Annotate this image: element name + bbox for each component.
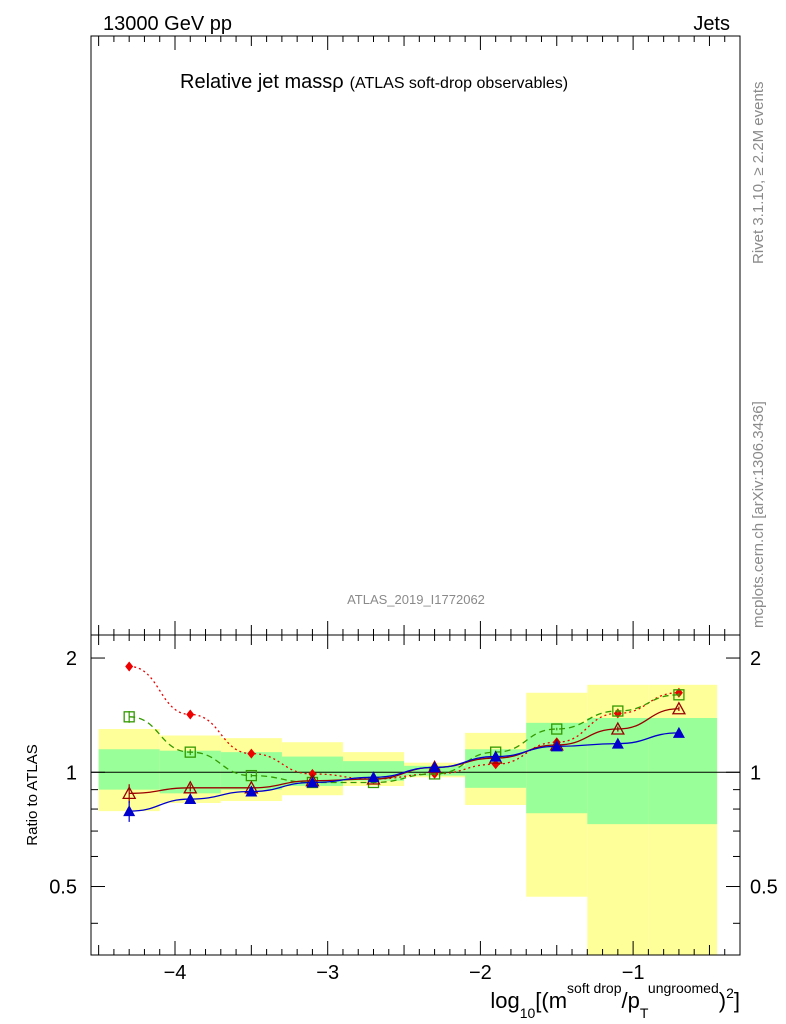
y-tick-label-left: 1: [66, 762, 77, 784]
analysis-id: ATLAS_2019_I1772062: [347, 592, 485, 607]
main-subtitle: (ATLAS soft-drop observables): [350, 75, 568, 92]
x-tick-label: −1: [622, 962, 645, 984]
xlabel-sub-T: T: [640, 1005, 649, 1021]
mc-series: [122, 661, 687, 822]
series-2-point-1: [183, 780, 198, 794]
x-tick-label: −4: [164, 962, 187, 984]
band-inner-8: [587, 718, 649, 825]
series-3-point-4: [367, 771, 380, 783]
xlabel-sup-softdrop: soft drop: [567, 980, 622, 996]
rivet-version-label: Rivet 3.1.10, ≥ 2.2M events: [750, 82, 767, 265]
series-3-point-7: [550, 740, 563, 752]
series-3-point-5: [428, 761, 441, 773]
y-tick-label-left: 0.5: [49, 877, 77, 899]
y-tick-label-right: 0.5: [750, 877, 778, 899]
x-tick-label: −3: [316, 962, 339, 984]
series-0-point-2: [247, 748, 256, 759]
y-tick-label-left: 2: [66, 648, 77, 670]
series-1-point-9: [673, 689, 685, 701]
series-1-point-8: [612, 705, 624, 717]
x-axis-label: log10[(msoft drop/pTungroomed)2]: [490, 980, 740, 1021]
xlabel-close-bracket: ]: [734, 988, 740, 1013]
ratio-uncertainty-bands: [98, 684, 718, 955]
ratio-axes: −4 −3 −2 −1 0.5 0.5 1 1 2 2: [49, 36, 778, 984]
xlabel-sup-ungroomed: ungroomed: [648, 980, 719, 996]
series-3: [123, 726, 685, 822]
series-1-point-1: [184, 746, 196, 758]
series-2-point-0: [122, 785, 137, 799]
mcplots-label: mcplots.cern.ch [arXiv:1306.3436]: [750, 401, 767, 628]
main-title: Relative jet massρ (ATLAS soft-drop obser…: [180, 71, 568, 93]
main-title-text: Relative jet massρ: [180, 71, 344, 93]
series-0-point-6: [491, 759, 500, 770]
series-2-point-8: [610, 721, 625, 735]
series-3-point-8: [611, 737, 624, 749]
series-3-point-6: [489, 750, 502, 762]
series-1-line: [129, 694, 679, 784]
series-3-point-2: [245, 785, 258, 797]
series-3-point-3: [306, 776, 319, 788]
y-tick-label-right: 2: [750, 648, 761, 670]
series-2-point-9: [671, 701, 687, 715]
xlabel-sub10: 10: [520, 1005, 536, 1021]
xlabel-slash-p: /p: [622, 988, 640, 1013]
series-3-point-1: [184, 793, 197, 805]
band-inner-0: [98, 749, 160, 790]
y-axis-label: Ratio to ATLAS: [24, 744, 41, 845]
series-1-point-7: [551, 723, 563, 735]
xlabel-sup-2: 2: [726, 985, 734, 1001]
main-panel-frame: [90, 35, 741, 636]
xlabel-close-paren: ): [719, 988, 726, 1013]
series-1-point-0: [123, 711, 135, 723]
header-left: 13000 GeV pp: [103, 13, 232, 35]
series-3-line: [129, 732, 679, 812]
xlabel-open: [(m: [535, 988, 567, 1013]
series-3-point-0: [123, 805, 136, 817]
series-0-point-1: [186, 709, 195, 720]
y-tick-label-right: 1: [750, 762, 761, 784]
series-0-point-0: [125, 661, 134, 672]
xlabel-prefix: log: [490, 988, 519, 1013]
ratio-panel-frame: [90, 634, 741, 956]
series-3-point-9: [672, 726, 685, 738]
x-tick-label: −2: [469, 962, 492, 984]
header-right: Jets: [693, 13, 730, 35]
